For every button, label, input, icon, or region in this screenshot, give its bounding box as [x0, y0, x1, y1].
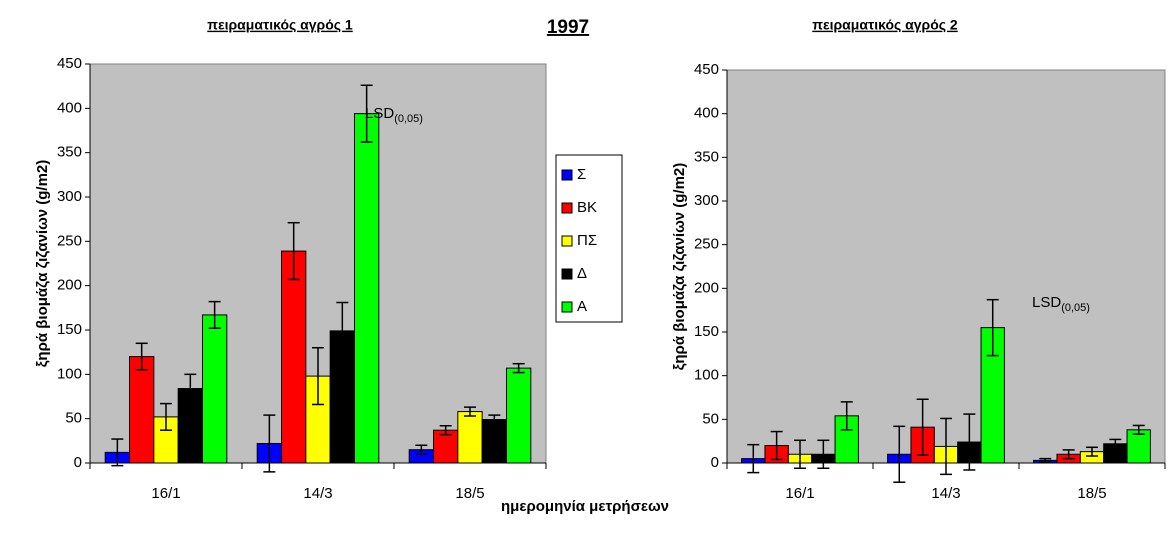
error-bar [1109, 438, 1122, 449]
error-bar [963, 413, 976, 471]
error-bar [135, 342, 148, 371]
annotation-subscript: (0,05) [1061, 302, 1090, 314]
x-axis-label: ημερομηνία μετρήσεων [501, 498, 669, 515]
y-tick-label: 400 [57, 99, 82, 116]
y-tick-label: 200 [57, 277, 82, 294]
legend-label: Σ [577, 166, 586, 183]
y-tick-label: 250 [57, 232, 82, 249]
error-bar [512, 362, 525, 374]
legend-swatch [561, 235, 573, 247]
x-tick-label: 16/1 [785, 485, 814, 502]
y-tick-label: 100 [694, 367, 719, 384]
error-bar [208, 300, 221, 329]
error-bar [770, 430, 783, 461]
bar [281, 250, 307, 464]
error-bar [360, 84, 373, 143]
error-bar [986, 298, 999, 357]
y-tick-label: 250 [694, 236, 719, 253]
y-tick-label: 350 [694, 148, 719, 165]
error-bar [1132, 424, 1145, 435]
y-tick-label: 350 [57, 144, 82, 161]
error-bar [312, 346, 324, 406]
y-tick-label: 450 [57, 55, 82, 72]
error-bar [184, 373, 197, 404]
error-bar [263, 414, 276, 473]
legend-swatch [561, 202, 573, 214]
y-tick-label: 400 [694, 105, 719, 122]
legend-swatch [561, 268, 573, 280]
x-tick-label: 18/5 [1077, 485, 1106, 502]
error-bar [1062, 449, 1075, 460]
y-tick-label: 50 [702, 410, 719, 427]
legend-label: ΒΚ [577, 199, 597, 216]
plot-area [726, 69, 1166, 464]
legend-swatch [561, 169, 573, 181]
error-bar [439, 425, 452, 436]
y-axis-label: ξηρά βιομάζα ζιζανίων (g/m2) [671, 163, 688, 371]
y-axis-label: ξηρά βιομάζα ζιζανίων (g/m2) [34, 160, 51, 368]
legend-label: Α [577, 298, 587, 315]
error-bar [916, 398, 929, 456]
error-bar [1039, 457, 1052, 463]
bar [481, 419, 507, 464]
error-bar [794, 439, 806, 469]
error-bar [111, 438, 124, 467]
bar [433, 429, 459, 464]
legend-label: Δ [577, 265, 587, 282]
y-tick-label: 0 [74, 454, 82, 471]
bar [353, 113, 380, 464]
error-bar [893, 425, 906, 483]
annotation-subscript: (0,05) [394, 113, 423, 125]
y-tick-label: 300 [57, 188, 82, 205]
error-bar [940, 417, 952, 476]
error-bar [1086, 446, 1098, 457]
y-tick-label: 150 [694, 323, 719, 340]
x-tick-label: 14/3 [303, 485, 332, 502]
annotation-text: LSD [365, 105, 394, 122]
overall-title: 1997 [547, 17, 589, 38]
error-bar [840, 401, 853, 431]
legend-swatch [561, 301, 573, 313]
error-bar [336, 301, 349, 361]
chart-title: πειραματικός αγρός 2 [812, 17, 958, 33]
error-bar [488, 414, 501, 425]
x-tick-label: 18/5 [455, 485, 484, 502]
y-tick-label: 300 [694, 192, 719, 209]
error-bar [747, 443, 760, 474]
error-bar [817, 439, 830, 469]
annotation: LSD(0,05) [365, 105, 423, 125]
y-tick-label: 0 [711, 454, 719, 471]
bar [129, 356, 155, 464]
y-tick-label: 50 [65, 410, 82, 427]
y-tick-label: 150 [57, 321, 82, 338]
chart-title: πειραματικός αγρός 1 [207, 17, 353, 33]
y-tick-label: 100 [57, 365, 82, 382]
x-tick-label: 16/1 [151, 485, 180, 502]
error-bar [160, 402, 172, 431]
legend-label: ΠΣ [577, 232, 597, 249]
error-bar [464, 406, 476, 417]
y-tick-label: 200 [694, 279, 719, 296]
x-tick-label: 14/3 [931, 485, 960, 502]
bar [201, 314, 228, 464]
y-tick-label: 450 [694, 61, 719, 78]
error-bar [415, 444, 428, 455]
annotation: LSD(0,05) [1032, 294, 1090, 314]
annotation-text: LSD [1032, 294, 1061, 311]
bar [505, 367, 532, 464]
error-bar [287, 221, 300, 281]
bar [457, 411, 483, 464]
